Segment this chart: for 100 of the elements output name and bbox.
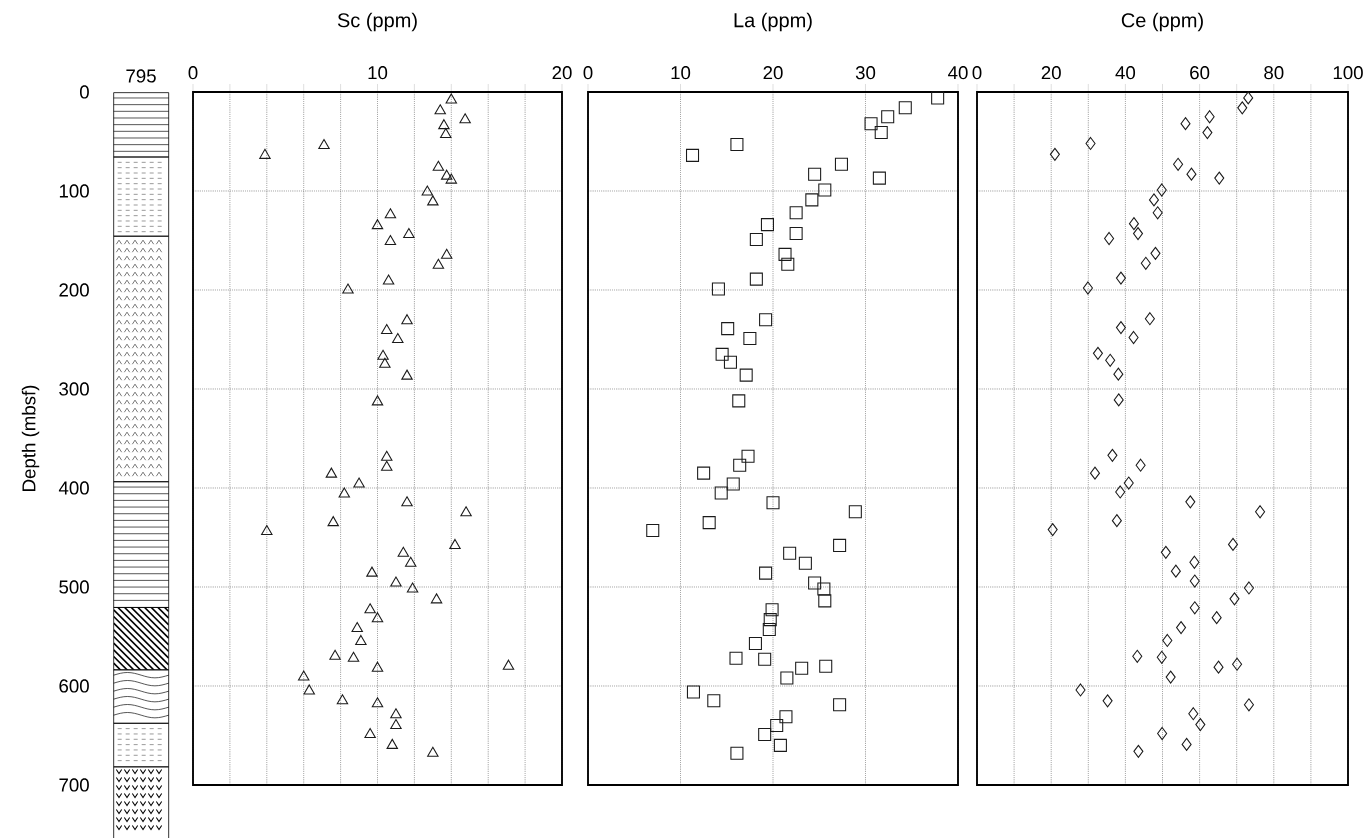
point	[1255, 505, 1266, 519]
point	[440, 248, 453, 259]
y-tick-label: 400	[58, 481, 89, 495]
x-tick-label: 20	[763, 66, 783, 80]
point	[347, 651, 360, 662]
point	[364, 603, 376, 614]
y-tick-label: 700	[59, 778, 89, 792]
point	[371, 697, 384, 708]
point	[1156, 183, 1167, 197]
point	[749, 232, 763, 247]
point	[1049, 147, 1060, 161]
point	[805, 193, 819, 207]
y-tick-label: 100	[59, 184, 89, 198]
point	[384, 234, 397, 246]
point	[403, 228, 415, 239]
point	[1165, 670, 1176, 684]
point	[779, 710, 793, 724]
point	[760, 218, 774, 232]
point	[773, 738, 787, 752]
point	[758, 652, 772, 666]
point	[872, 171, 886, 185]
point	[1189, 555, 1200, 569]
point	[833, 698, 847, 712]
point	[371, 219, 384, 230]
point	[1237, 101, 1248, 115]
point	[1107, 448, 1118, 462]
point	[1243, 698, 1254, 712]
point	[1123, 476, 1134, 490]
point	[379, 357, 391, 368]
point	[390, 576, 402, 587]
point	[726, 477, 740, 491]
point	[789, 206, 803, 220]
point	[881, 110, 895, 124]
x-tick-label: 100	[1333, 66, 1363, 80]
point	[386, 738, 398, 749]
y-tick-label: 0	[79, 85, 89, 99]
point	[1115, 321, 1126, 335]
point	[1195, 718, 1206, 732]
point	[748, 636, 762, 650]
point	[406, 582, 419, 593]
point	[329, 649, 341, 660]
y-tick-label: 600	[59, 679, 89, 693]
point	[739, 368, 753, 382]
point	[364, 727, 376, 739]
point	[392, 332, 404, 344]
point	[1213, 660, 1224, 674]
point	[434, 104, 446, 115]
y-tick-label: 200	[59, 283, 89, 297]
point	[1204, 110, 1215, 124]
point	[1047, 523, 1058, 537]
x-tick-label: 20	[552, 66, 572, 80]
point	[1113, 393, 1124, 407]
point	[459, 113, 471, 124]
point	[355, 634, 367, 645]
point	[686, 685, 700, 699]
point	[401, 314, 413, 325]
point	[685, 148, 700, 162]
point	[303, 684, 315, 695]
point	[338, 487, 351, 498]
point	[1211, 611, 1222, 625]
point	[1075, 683, 1086, 697]
point	[1132, 227, 1144, 241]
point	[371, 395, 384, 406]
point	[874, 126, 888, 140]
point	[808, 576, 822, 590]
point	[833, 538, 847, 552]
point	[770, 719, 784, 733]
point	[1185, 495, 1196, 509]
point	[733, 458, 747, 472]
point	[1089, 466, 1101, 480]
chart-title: Sc (ppm)	[337, 12, 417, 32]
point	[763, 613, 777, 627]
point	[1176, 621, 1187, 635]
point	[758, 727, 772, 742]
point	[762, 623, 776, 637]
point	[1144, 312, 1155, 326]
point	[404, 556, 417, 567]
point	[432, 258, 445, 269]
point	[1162, 633, 1173, 647]
point	[1111, 514, 1122, 528]
point	[759, 566, 773, 580]
point	[377, 349, 389, 360]
point	[765, 603, 779, 617]
point	[795, 661, 809, 675]
x-tick-label: 20	[1041, 66, 1061, 80]
y-axis-title: Depth (mbsf)	[21, 385, 40, 491]
point	[818, 183, 832, 197]
point	[1115, 485, 1126, 499]
y-tick-label: 500	[59, 580, 89, 594]
x-tick-label: 40	[1115, 66, 1136, 80]
point	[1173, 157, 1184, 171]
x-tick-label: 0	[972, 66, 982, 80]
point	[1186, 167, 1197, 181]
point	[819, 659, 833, 673]
point	[1128, 330, 1139, 345]
point	[397, 546, 410, 557]
point	[1128, 217, 1139, 231]
point	[1105, 353, 1116, 367]
point	[1115, 271, 1126, 285]
point	[366, 566, 378, 577]
